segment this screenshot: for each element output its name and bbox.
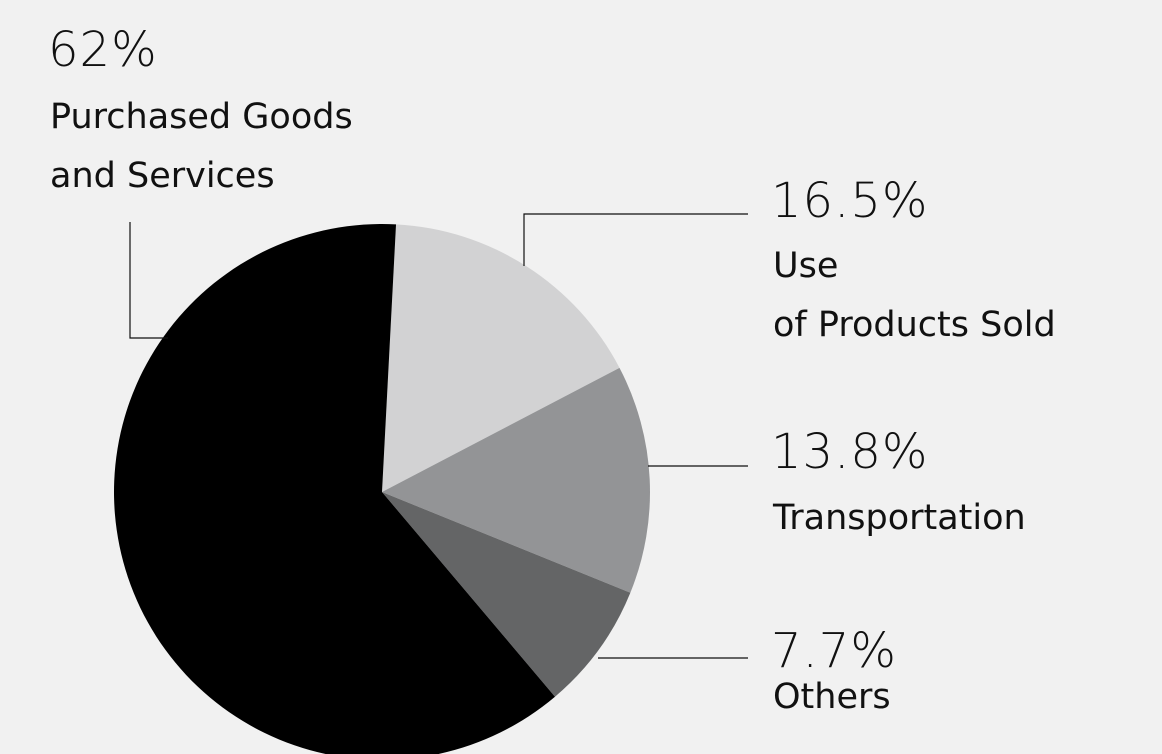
slice-3-label-line-1: Others [773,677,891,717]
slice-1-label-line-2: of Products Sold [773,305,1056,345]
pie-slice-1 [382,224,620,492]
leader-lines [129,213,748,659]
leader-line-slice-1 [523,213,748,266]
slice-2-percent: 13.8% [771,424,928,480]
leader-line-slice-0 [129,222,168,339]
slice-0-label-line-1: Purchased Goods [50,97,353,137]
slice-2-label-line-1: Transportation [772,498,1026,538]
slice-3-percent: 7.7% [771,623,897,679]
slice-1-percent: 16.5% [771,173,928,229]
slice-1-label-line-1: Use [773,246,838,286]
slice-0-percent: 62% [48,22,158,78]
slice-0-label-line-2: and Services [50,156,275,196]
pie-slice-2 [382,367,650,593]
pie-slice-0 [114,224,555,754]
pie-slices [114,224,650,754]
pie-slice-3 [382,492,631,697]
